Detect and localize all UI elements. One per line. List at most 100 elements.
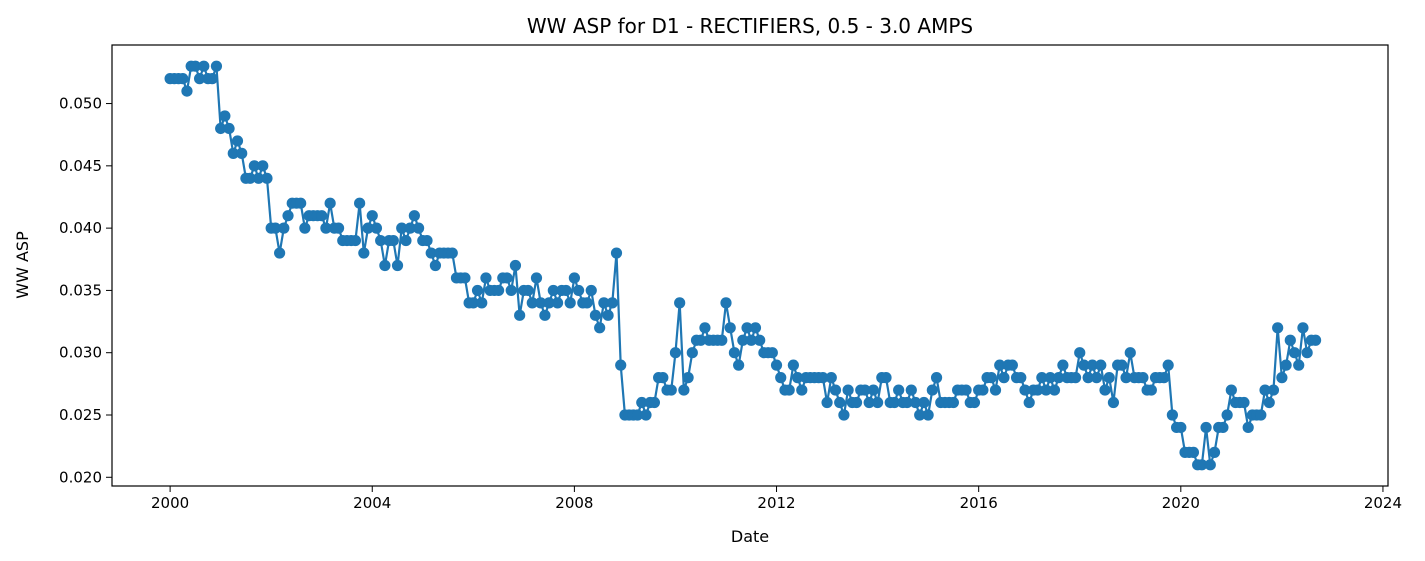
data-point bbox=[366, 210, 378, 222]
y-axis-title: WW ASP bbox=[13, 231, 32, 299]
data-point bbox=[657, 372, 669, 384]
data-point bbox=[1057, 359, 1069, 371]
data-point bbox=[922, 409, 934, 421]
data-point bbox=[514, 309, 526, 321]
data-point bbox=[606, 297, 618, 309]
data-point bbox=[354, 197, 366, 209]
data-point bbox=[547, 284, 559, 297]
data-point bbox=[1225, 384, 1237, 396]
data-point bbox=[1044, 372, 1056, 384]
data-point bbox=[408, 210, 420, 222]
data-point bbox=[842, 384, 854, 396]
data-point bbox=[509, 259, 522, 272]
data-point bbox=[476, 297, 488, 309]
data-point bbox=[231, 135, 244, 147]
data-point bbox=[918, 396, 930, 409]
plot-area bbox=[111, 44, 1389, 487]
data-point bbox=[1015, 372, 1027, 384]
data-point bbox=[901, 396, 913, 409]
data-point bbox=[834, 396, 846, 409]
data-point bbox=[316, 210, 328, 222]
x-tick-label: 2016 bbox=[960, 494, 998, 512]
data-point bbox=[585, 284, 597, 297]
data-point bbox=[564, 297, 576, 309]
data-point bbox=[1048, 384, 1061, 396]
data-point bbox=[299, 222, 311, 234]
data-point bbox=[909, 396, 922, 409]
data-point bbox=[1196, 459, 1208, 471]
data-point bbox=[745, 334, 757, 346]
data-point bbox=[421, 234, 433, 247]
data-point bbox=[215, 122, 227, 135]
data-point bbox=[985, 372, 997, 384]
data-point bbox=[391, 259, 404, 272]
data-point bbox=[594, 322, 606, 334]
y-tick-label: 0.025 bbox=[59, 406, 102, 424]
data-point bbox=[324, 197, 336, 209]
data-point bbox=[1200, 421, 1212, 434]
data-point bbox=[1099, 384, 1111, 396]
data-point bbox=[770, 359, 783, 371]
data-point bbox=[787, 359, 799, 371]
data-point bbox=[581, 297, 593, 309]
data-point bbox=[1120, 372, 1132, 384]
data-point bbox=[543, 297, 555, 309]
data-point bbox=[602, 309, 614, 321]
data-point bbox=[1276, 372, 1288, 384]
data-point bbox=[754, 334, 766, 346]
data-point bbox=[248, 160, 260, 172]
data-point bbox=[1263, 396, 1275, 409]
data-point bbox=[686, 347, 698, 359]
data-point bbox=[1309, 334, 1322, 346]
data-point bbox=[741, 322, 753, 334]
data-point bbox=[1293, 359, 1305, 371]
data-point bbox=[257, 160, 269, 172]
data-point bbox=[1267, 384, 1280, 396]
plot-frame bbox=[111, 44, 1389, 487]
data-point bbox=[358, 247, 370, 259]
data-point bbox=[863, 396, 875, 409]
data-point bbox=[665, 384, 677, 396]
data-point bbox=[1297, 322, 1309, 334]
data-point bbox=[1272, 322, 1284, 334]
data-point bbox=[1006, 359, 1018, 371]
data-point bbox=[425, 247, 437, 259]
data-point bbox=[1040, 384, 1052, 396]
y-tick-label: 0.050 bbox=[59, 95, 102, 113]
data-point bbox=[539, 309, 551, 321]
data-point bbox=[1145, 384, 1157, 396]
x-axis: 2000 2004 2008 2012 2016 2020 2024 bbox=[151, 486, 1402, 512]
data-point bbox=[905, 384, 917, 396]
y-tick-label: 0.020 bbox=[59, 468, 102, 486]
data-point bbox=[728, 347, 741, 359]
data-point bbox=[867, 384, 879, 396]
data-point bbox=[362, 222, 374, 234]
data-point bbox=[400, 234, 412, 247]
data-point bbox=[598, 297, 610, 309]
data-point bbox=[716, 334, 728, 346]
data-point bbox=[1086, 359, 1098, 371]
data-point bbox=[977, 384, 989, 396]
data-point bbox=[859, 384, 871, 396]
data-point bbox=[568, 272, 580, 284]
data-point bbox=[505, 284, 517, 297]
data-point bbox=[1259, 384, 1271, 396]
data-point bbox=[1288, 347, 1301, 359]
data-point bbox=[223, 122, 235, 135]
x-tick-label: 2020 bbox=[1162, 494, 1200, 512]
data-point bbox=[1158, 372, 1170, 384]
data-point bbox=[796, 384, 808, 396]
data-point bbox=[412, 222, 425, 234]
data-point bbox=[370, 222, 383, 234]
data-point bbox=[379, 259, 391, 272]
data-point bbox=[332, 222, 345, 234]
data-point bbox=[387, 234, 399, 247]
data-point bbox=[177, 73, 189, 85]
data-point bbox=[551, 297, 564, 309]
data-point bbox=[480, 272, 492, 284]
y-tick-label: 0.030 bbox=[59, 344, 102, 362]
data-point bbox=[737, 334, 749, 346]
data-point bbox=[404, 222, 416, 234]
data-point bbox=[1221, 409, 1233, 421]
